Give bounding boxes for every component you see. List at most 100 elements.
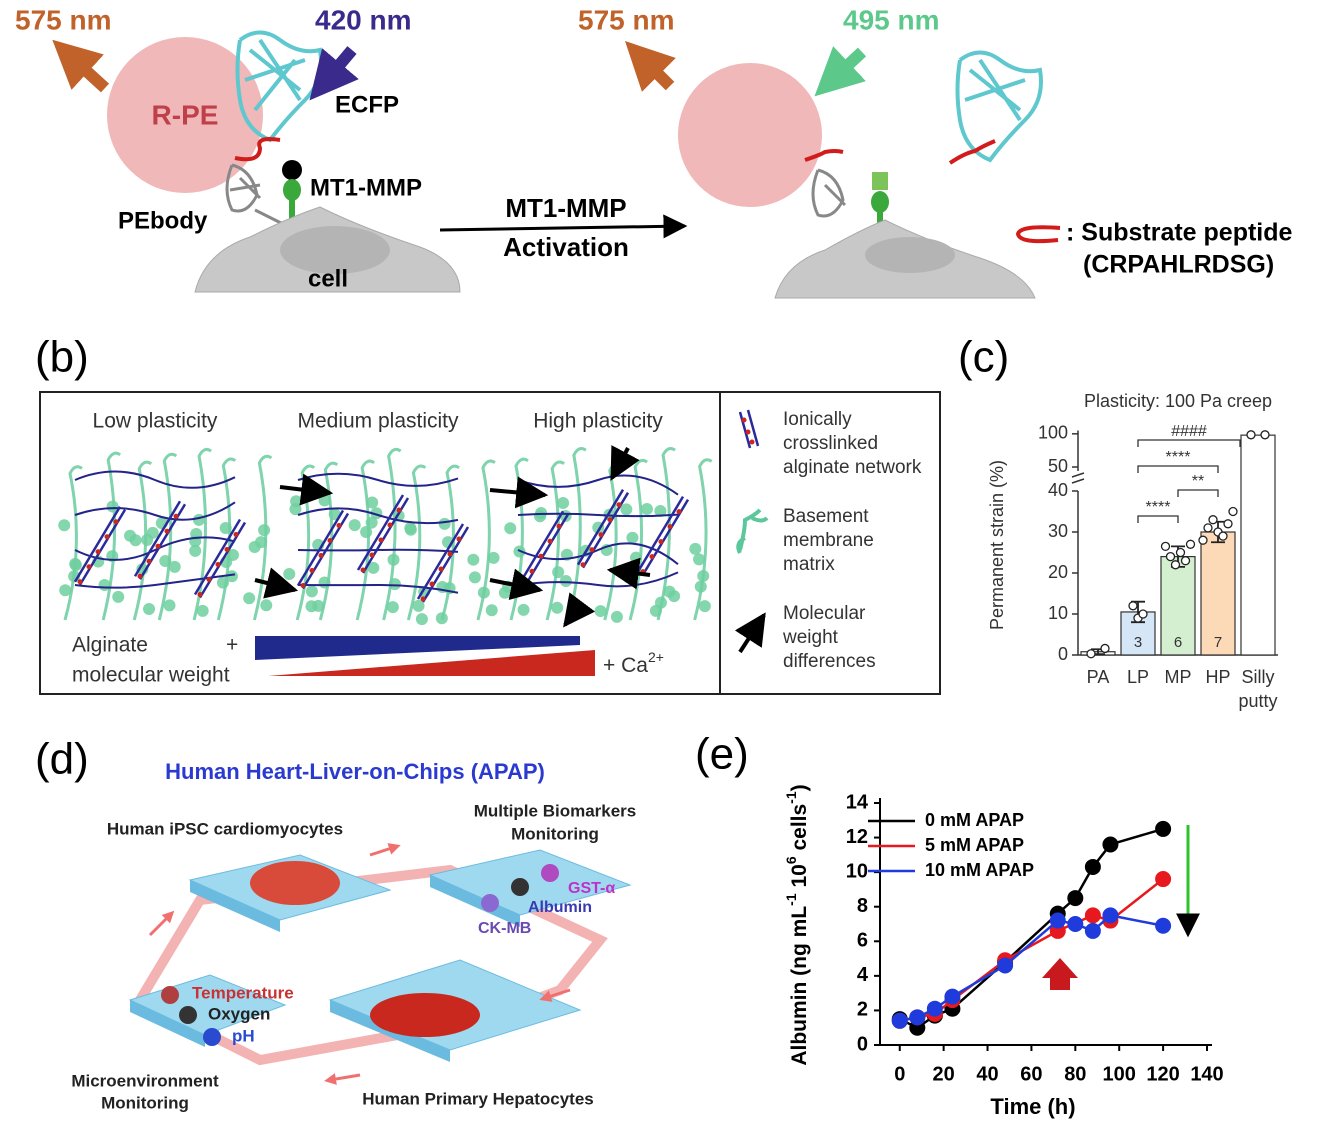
illustration — [430, 875, 520, 927]
alginate-strand — [297, 507, 459, 525]
matrix-bead — [348, 519, 361, 532]
y-tick-label: 10 — [846, 860, 868, 882]
arrow — [606, 557, 651, 590]
column-title: High plasticity — [533, 410, 663, 433]
x-tick-label: LP — [1126, 667, 1150, 687]
illustration — [625, 41, 676, 92]
crosslink — [215, 561, 221, 567]
illustration — [811, 168, 847, 218]
crosslink — [224, 546, 230, 552]
illustration — [439, 214, 688, 239]
illustration — [255, 636, 580, 660]
crosslink — [529, 568, 535, 574]
matrix-bead — [388, 578, 401, 591]
title: Human Heart-Liver-on-Chips (APAP) — [165, 759, 545, 784]
illustration — [52, 39, 110, 93]
crosslink — [336, 523, 342, 529]
data-point — [1128, 601, 1138, 611]
x-tick-label-box: Silly putty — [1238, 667, 1277, 711]
data-point — [1100, 643, 1110, 654]
crosslink — [676, 509, 682, 515]
crosslink — [95, 549, 101, 555]
illustration — [678, 63, 822, 207]
legend-text: Basement — [783, 506, 869, 527]
crosslink-chain — [73, 506, 127, 586]
illustration — [235, 30, 323, 143]
matrix-bead — [517, 603, 530, 616]
illustration — [736, 508, 769, 554]
alginate-strand — [74, 501, 236, 521]
matrix-strand — [192, 447, 212, 621]
data-point — [1198, 535, 1208, 545]
y-axis-label-part: ) — [788, 784, 811, 791]
illustration — [244, 38, 306, 112]
crosslink — [77, 579, 83, 585]
illustration — [865, 237, 955, 273]
superscript: -1 — [783, 791, 799, 804]
data-point — [1218, 531, 1228, 541]
illustration — [283, 179, 301, 201]
legend-text: differences — [783, 651, 876, 672]
illustration — [179, 1006, 197, 1024]
panel-label: (d) — [35, 735, 89, 784]
illustration: Ionically crosslinked alginate network Base… — [782, 409, 922, 672]
crosslink — [164, 528, 170, 534]
data-point — [909, 1009, 926, 1026]
crosslink — [649, 554, 655, 560]
data-point — [1084, 907, 1101, 924]
matrix-bead — [159, 555, 172, 568]
series-line — [899, 914, 1164, 1023]
data-point — [1208, 515, 1218, 525]
x-axis-label: Time (h) — [990, 1094, 1075, 1119]
label: + Ca2+ — [603, 649, 664, 677]
illustration — [734, 612, 766, 654]
data-point — [1223, 519, 1233, 529]
label: Human Primary Hepatocytes — [362, 1089, 593, 1108]
legend-text: Molecular — [783, 603, 866, 624]
matrix-strand — [157, 452, 178, 621]
crosslink — [429, 581, 435, 587]
label: Monitoring — [101, 1093, 189, 1112]
n-label: 7 — [1214, 634, 1222, 651]
matrix-bead — [386, 601, 399, 614]
x-tick-label-box: PA — [1086, 667, 1110, 687]
crosslink — [300, 583, 306, 589]
data-point — [1203, 523, 1213, 533]
illustration — [741, 417, 755, 445]
legend-text: crosslinked — [783, 433, 878, 454]
crosslink — [104, 534, 110, 540]
crosslink — [173, 513, 179, 519]
illustration — [234, 137, 281, 162]
data-point — [1180, 556, 1191, 566]
n-label: 6 — [1174, 634, 1182, 651]
matrix-bead — [192, 513, 205, 526]
matrix-strand — [101, 451, 122, 621]
crosslink — [658, 539, 664, 545]
illustration — [804, 149, 844, 162]
arrow — [610, 445, 640, 481]
column-title: Medium plasticity — [297, 410, 459, 433]
matrix-bead — [318, 576, 331, 589]
matrix-bead — [415, 613, 428, 626]
y-axis-label: Permanent strain (%) — [987, 460, 1007, 630]
data-point — [1170, 560, 1181, 570]
illustration — [955, 50, 1043, 163]
data-point — [1084, 922, 1101, 939]
matrix-bead — [260, 599, 273, 612]
label: R-PE — [152, 99, 219, 130]
x-tick-label: PA — [1086, 667, 1110, 687]
matrix-bead — [225, 570, 238, 583]
data-point — [1102, 907, 1119, 924]
crosslink — [206, 576, 212, 582]
arrow — [489, 568, 544, 601]
matrix-bead — [248, 540, 261, 553]
y-tick-label: 50 — [1048, 456, 1068, 476]
arrow — [563, 592, 596, 628]
data-point — [1246, 430, 1256, 440]
matrix-strand — [476, 459, 496, 621]
matrix-bead — [468, 571, 481, 584]
illustration — [481, 894, 499, 912]
matrix-bead — [435, 612, 448, 625]
illustration — [161, 986, 179, 1004]
